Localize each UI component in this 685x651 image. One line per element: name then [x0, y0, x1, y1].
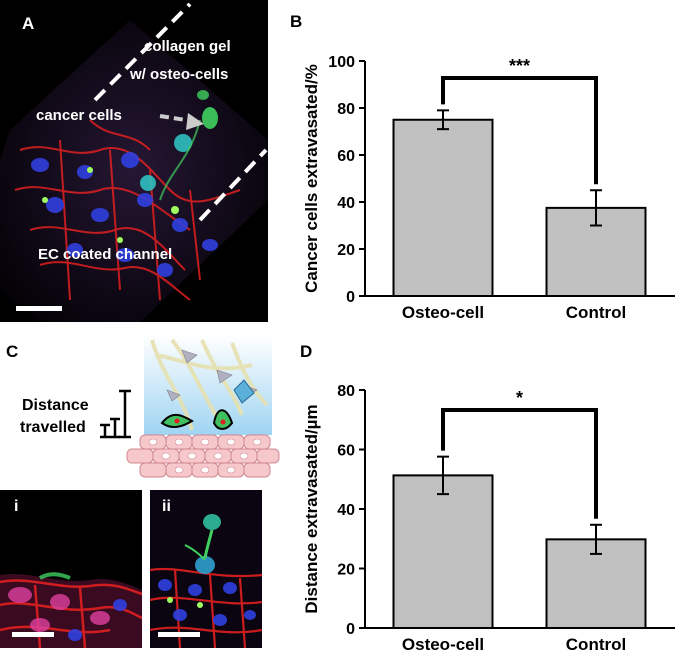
label-cancer-cells: cancer cells — [36, 107, 122, 124]
panel-c-ii-drawing — [150, 490, 262, 648]
y-axis-label: Cancer cells extravasated/% — [302, 64, 321, 293]
extravasation-schematic — [126, 335, 280, 478]
label-osteo-cells: w/ osteo-cells — [130, 66, 229, 83]
significance-bracket — [441, 76, 598, 185]
y-tick-label: 80 — [337, 383, 355, 400]
y-tick-label: 40 — [337, 502, 355, 519]
y-tick-label: 20 — [337, 562, 355, 579]
y-tick-label: 0 — [346, 289, 355, 306]
significance-label: *** — [509, 56, 530, 76]
label-collagen-gel: collagen gel — [144, 38, 231, 55]
panel-letter-a: A — [22, 14, 35, 33]
panel-letter-c: C — [6, 342, 19, 361]
bar-osteo-cell — [392, 118, 494, 297]
y-tick-label: 0 — [346, 621, 355, 638]
label-sub-i: i — [14, 498, 19, 515]
scale-bar-c-ii — [158, 632, 200, 637]
y-tick-label: 100 — [328, 54, 355, 71]
chart-b: 0 20 40 60 80 100 Cancer cells extravasated/% O… — [302, 54, 675, 322]
label-ec-channel: EC coated channel — [38, 246, 173, 263]
panel-a-micrograph — [0, 0, 268, 322]
y-axis-label: Distance extravasated/µm — [302, 404, 321, 613]
y-tick-label: 20 — [337, 242, 355, 259]
panel-letter-b: B — [290, 12, 303, 31]
panel-c-ii-micrograph — [150, 490, 262, 648]
bar-osteo-cell — [392, 474, 494, 629]
scale-bar-a — [16, 306, 62, 311]
distance-label-line1: Distance — [22, 397, 89, 414]
distance-label-line2: travelled — [20, 419, 86, 436]
label-sub-ii: ii — [162, 498, 171, 515]
panel-a-micrograph-drawing — [0, 0, 268, 322]
significance-bracket — [441, 408, 598, 519]
panel-letter-d: D — [300, 342, 313, 361]
y-tick-label: 60 — [337, 443, 355, 460]
distance-scale-icon — [100, 389, 131, 439]
x-tick-label: Control — [566, 635, 626, 650]
x-tick-label: Osteo-cell — [402, 303, 484, 322]
chart-d: 0 20 40 60 80 Distance extravasated/µm Osteo-c… — [302, 383, 675, 650]
x-tick-label: Osteo-cell — [402, 635, 484, 650]
panel-c-i-micrograph — [0, 490, 142, 648]
panel-c-i-drawing — [0, 490, 142, 648]
y-tick-label: 80 — [337, 101, 355, 118]
y-tick-label: 60 — [337, 148, 355, 165]
significance-label: * — [516, 388, 523, 408]
y-tick-label: 40 — [337, 195, 355, 212]
x-tick-label: Control — [566, 303, 626, 322]
scale-bar-c-i — [12, 632, 54, 637]
